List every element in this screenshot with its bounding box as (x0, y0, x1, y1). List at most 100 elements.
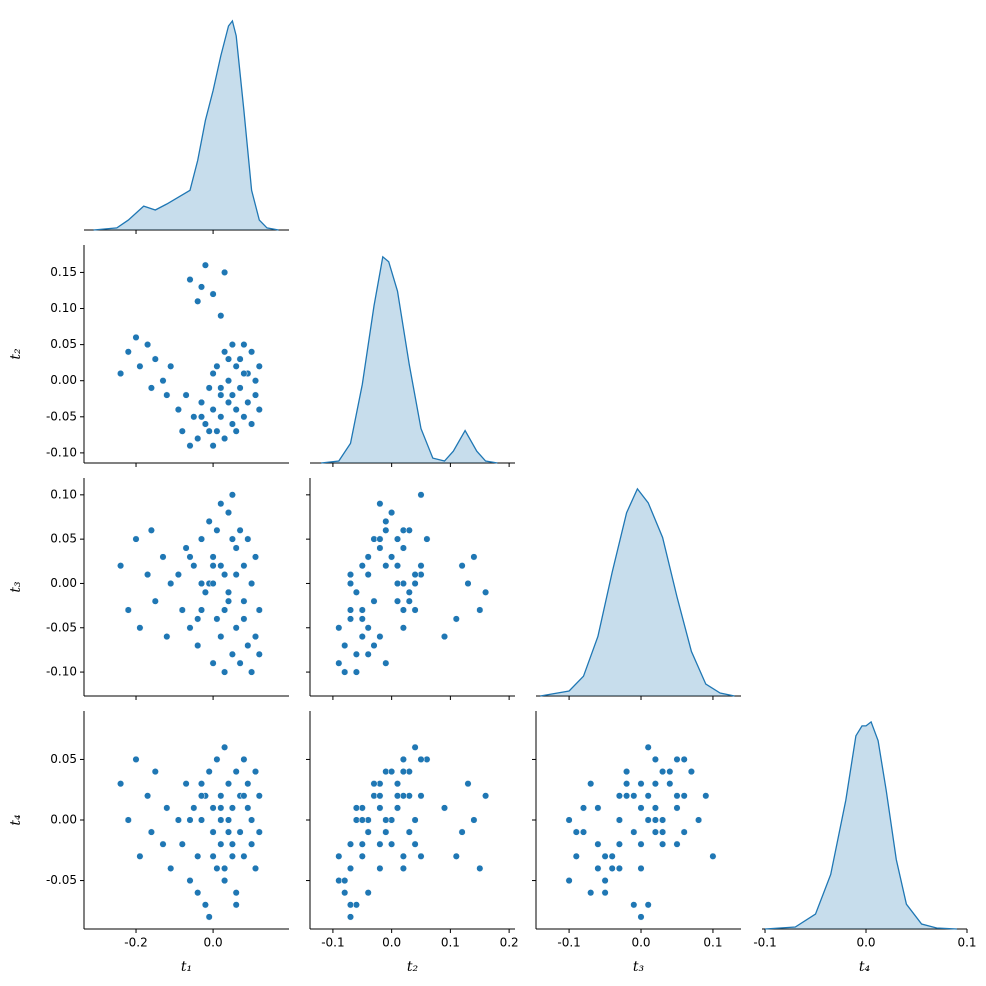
scatter-point (221, 434, 229, 443)
scatter-point (440, 633, 449, 641)
scatter-point (608, 864, 616, 872)
scatter-point (221, 348, 229, 356)
kde-line (93, 19, 279, 231)
scatter-point (393, 597, 402, 605)
scatter-point (615, 792, 623, 800)
scatter-point (240, 792, 248, 800)
scatter-point (221, 877, 229, 885)
scatter-point (221, 864, 229, 872)
scatter-point (244, 398, 252, 406)
y-tick-label: 0.00 (50, 576, 77, 590)
scatter-point (680, 792, 688, 800)
scatter-point (417, 852, 425, 860)
scatter-point (358, 562, 366, 570)
scatter-point (399, 755, 407, 763)
scatter-point (205, 517, 213, 525)
scatter-point (163, 391, 171, 399)
scatter-point (370, 780, 378, 788)
scatter-point (376, 792, 384, 800)
scatter-point (159, 377, 167, 385)
scatter-point (213, 864, 221, 872)
scatter-point (228, 650, 236, 658)
scatter-point (228, 804, 236, 812)
scatter-point (659, 768, 667, 776)
y-tick-label: 0.05 (50, 337, 77, 351)
x-tick-label: 0.0 (204, 936, 223, 950)
scatter-point (702, 792, 710, 800)
y-tick-label: -0.10 (46, 445, 77, 459)
scatter-point (399, 624, 407, 632)
scatter-point (248, 420, 256, 428)
scatter-point (335, 659, 343, 667)
scatter-point (248, 348, 256, 356)
scatter-point (358, 633, 366, 641)
scatter-point (352, 588, 360, 596)
scatter-point (228, 491, 236, 499)
scatter-point (659, 840, 667, 848)
y-tick-label: 0.15 (50, 265, 77, 279)
scatter-point (201, 420, 209, 428)
scatter-point (236, 659, 244, 667)
scatter-point (476, 864, 484, 872)
scatter-point (221, 268, 229, 276)
y-tick-label: -0.10 (46, 665, 77, 679)
scatter-point (382, 562, 390, 570)
x-tick-label: -0.1 (557, 936, 580, 950)
scatter-point (615, 816, 623, 824)
scatter-point (364, 889, 372, 897)
y-axis-label: t₄ (8, 814, 24, 826)
kde-fill (540, 488, 735, 696)
scatter-point (124, 816, 132, 824)
scatter-point (382, 526, 390, 534)
scatter-point (224, 588, 233, 596)
scatter-point (151, 597, 159, 605)
scatter-point (209, 369, 217, 378)
x-axis-label: t₁ (181, 959, 192, 975)
x-axis-label: t₄ (859, 959, 871, 975)
scatter-point (136, 852, 144, 860)
scatter-point (376, 780, 384, 788)
scatter-point (136, 624, 144, 632)
scatter-point (388, 840, 396, 848)
scatter-point (630, 828, 638, 836)
scatter-point (608, 852, 616, 860)
scatter-point (182, 391, 190, 399)
scatter-point (346, 579, 355, 588)
scatter-point (615, 864, 623, 872)
scatter-point (411, 606, 419, 614)
scatter-point (209, 553, 217, 561)
scatter-point (117, 780, 125, 788)
scatter-point (251, 768, 260, 776)
scatter-point (147, 828, 155, 836)
scatter-point (255, 606, 263, 614)
scatter-point (370, 535, 378, 543)
scatter-point (579, 828, 588, 836)
scatter-point (201, 588, 209, 596)
scatter-point (335, 852, 343, 860)
scatter-point (240, 341, 248, 349)
scatter-point (217, 312, 225, 320)
x-tick-label: -0.1 (321, 936, 344, 950)
scatter-point (228, 391, 236, 399)
scatter-point (382, 659, 390, 667)
scatter-point (194, 641, 202, 650)
scatter-point (680, 828, 688, 836)
scatter-point (623, 792, 631, 800)
scatter-point (572, 828, 580, 836)
scatter-point (197, 792, 206, 800)
scatter-point (221, 668, 229, 676)
scatter-point (144, 792, 152, 800)
scatter-point (217, 816, 225, 824)
x-axis-label: t₃ (633, 959, 645, 975)
scatter-point (352, 816, 360, 824)
scatter-point (358, 606, 366, 614)
scatter-point (358, 615, 366, 623)
scatter-point (178, 606, 186, 614)
scatter-point (194, 434, 202, 443)
scatter-point (232, 362, 240, 370)
scatter-point (244, 641, 252, 650)
scatter-point (132, 755, 140, 763)
scatter-point (370, 641, 378, 650)
scatter-point (651, 755, 659, 763)
scatter-point (651, 780, 659, 788)
